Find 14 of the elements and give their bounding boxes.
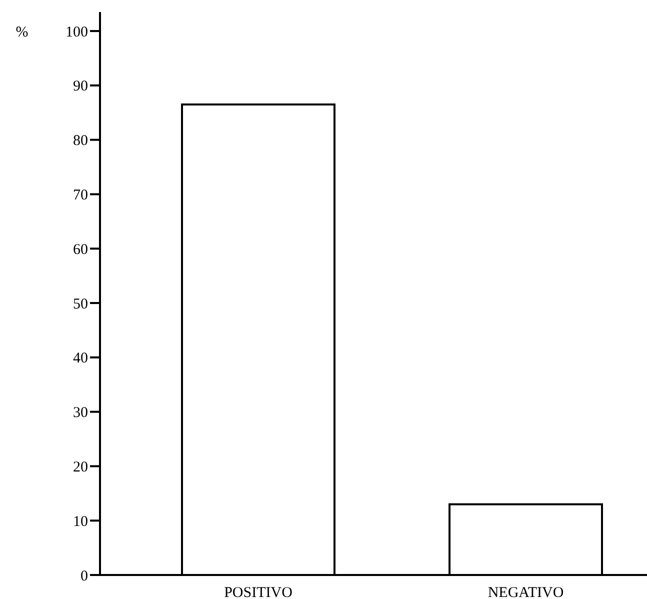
y-tick-label: 50 <box>73 296 88 312</box>
y-tick-label: 100 <box>66 24 88 40</box>
x-tick-label: POSITIVO <box>224 585 293 599</box>
y-tick-label: 10 <box>73 514 88 530</box>
y-tick-label: 60 <box>73 242 88 258</box>
y-tick-label: 80 <box>73 133 88 150</box>
y-axis-title: % <box>16 24 28 40</box>
y-tick-label: 40 <box>73 350 88 367</box>
y-tick-label: 20 <box>73 459 88 476</box>
x-tick-label: NEGATIVO <box>488 585 564 599</box>
y-tick-label: 70 <box>73 187 88 204</box>
y-tick-label: 0 <box>80 568 88 584</box>
y-tick-label: 30 <box>73 405 88 422</box>
y-tick-label: 90 <box>73 78 88 95</box>
